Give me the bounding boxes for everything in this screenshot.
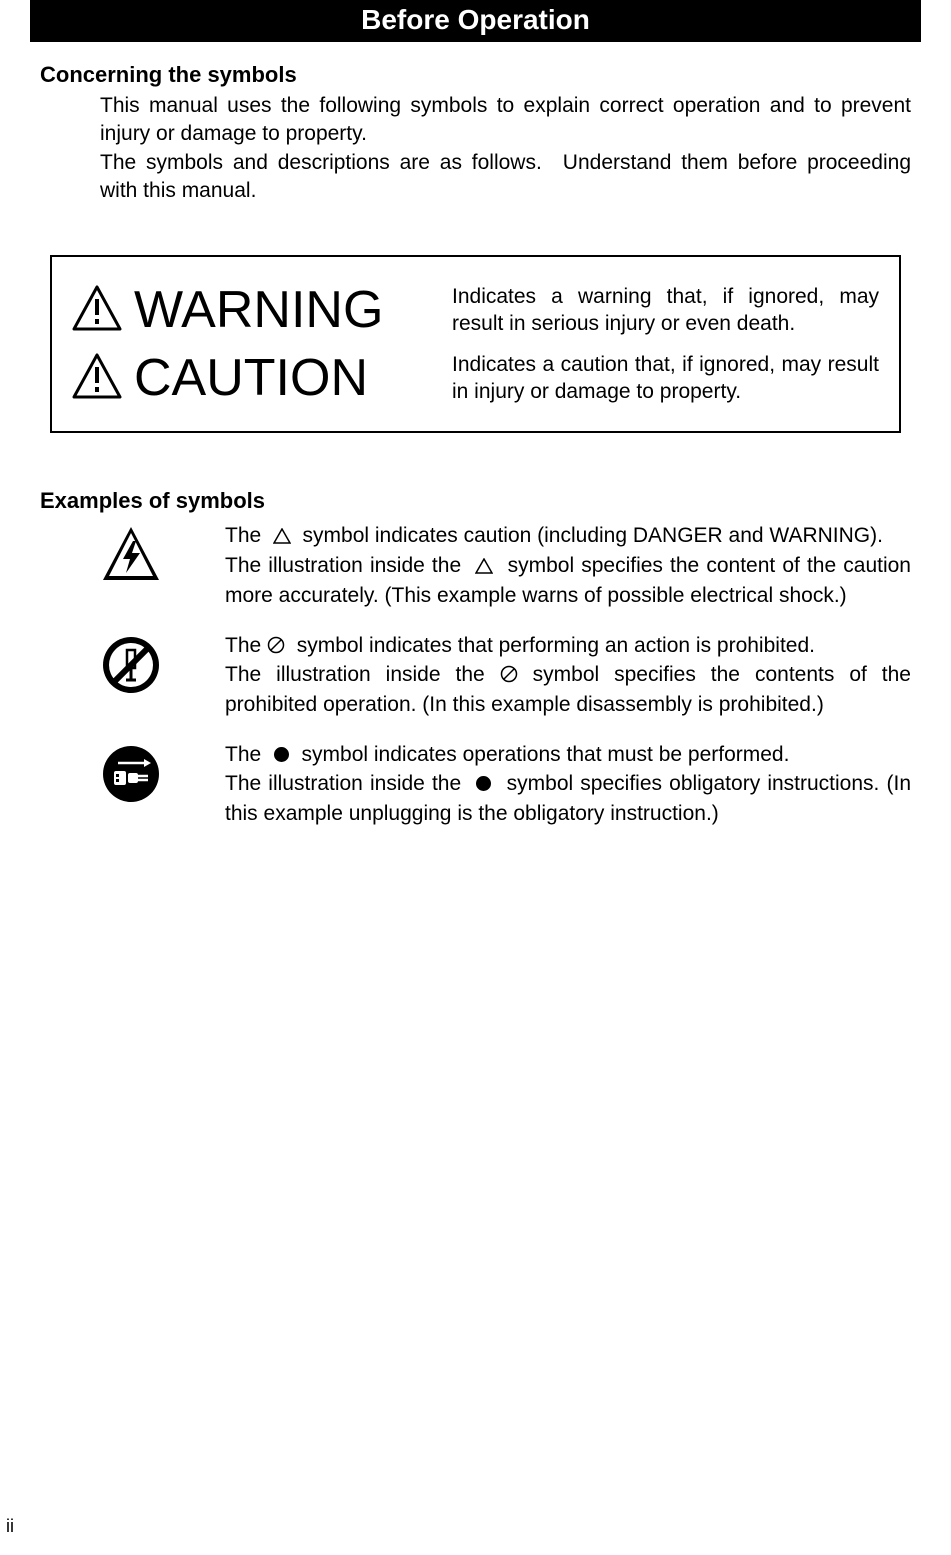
filled-circle-inline-icon [273,743,290,771]
warning-description: Indicates a warning that, if ignored, ma… [452,283,879,338]
warning-label: WARNING [134,280,383,340]
caution-label: CAUTION [134,348,368,408]
caution-triangle-icon [72,353,122,404]
prohibit-inline-icon [500,663,518,691]
triangle-inline-icon [475,554,493,582]
intro-text: This manual uses the following symbols t… [40,92,911,205]
intro-para-2: The symbols and descriptions are as foll… [100,149,911,206]
warning-row: WARNING Indicates a warning that, if ign… [72,280,879,340]
section-heading-examples: Examples of symbols [40,488,911,514]
prohibit-inline-icon [267,634,285,662]
section-heading-symbols: Concerning the symbols [40,62,911,88]
example-row-mandatory: The symbol indicates operations that mus… [40,741,911,828]
example-text-mandatory: The symbol indicates operations that mus… [185,741,911,828]
example-text-prohibited: The symbol indicates that performing an … [185,632,911,719]
example-text-caution: The symbol indicates caution (including … [185,522,911,609]
example-row-prohibited: The symbol indicates that performing an … [40,632,911,719]
page-number: ii [6,1516,14,1537]
unplug-icon [100,741,185,810]
caution-row: CAUTION Indicates a caution that, if ign… [72,348,879,408]
filled-circle-inline-icon [475,772,492,800]
page-header: Before Operation [30,0,921,42]
no-disassembly-icon [100,632,185,701]
example-row-caution: The symbol indicates caution (including … [40,522,911,609]
warning-caution-box: WARNING Indicates a warning that, if ign… [50,255,901,433]
triangle-inline-icon [273,524,291,552]
intro-para-1: This manual uses the following symbols t… [100,92,911,149]
warning-triangle-icon [72,285,122,336]
electric-shock-icon [100,522,185,591]
caution-description: Indicates a caution that, if ignored, ma… [452,351,879,406]
